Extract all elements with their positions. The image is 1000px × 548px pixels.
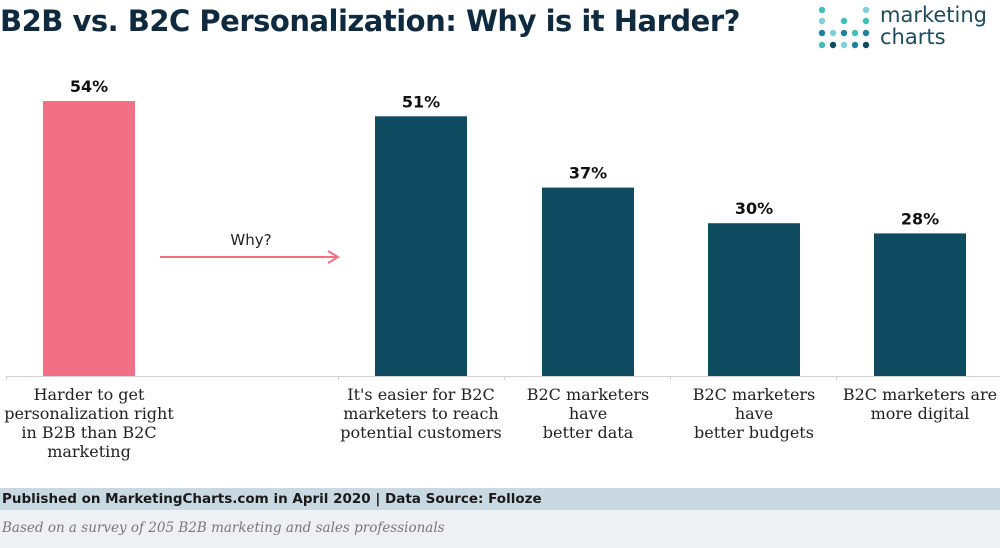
bar-4	[708, 223, 800, 376]
footer-note-area: Based on a survey of 205 B2B marketing a…	[0, 510, 1000, 548]
why-annotation: Why?	[230, 231, 271, 249]
bar-5	[874, 233, 966, 376]
category-label-line: Harder to get	[33, 385, 145, 404]
why-arrow-head-icon	[327, 250, 340, 264]
bar-3	[542, 187, 634, 376]
category-label-line: B2C marketers have	[526, 385, 650, 423]
category-label-1: Harder to get personalization right in B2B…	[4, 385, 174, 461]
bar-chart: 54% 51% 37% 30% 28% Why?	[6, 77, 1000, 380]
logo-text-line1: marketing	[880, 3, 987, 27]
category-label-5: B2C marketers are more digital	[838, 385, 1000, 423]
category-label-line: personalization right	[4, 404, 174, 423]
bar-1	[43, 101, 135, 376]
bar-value-label-4: 30%	[735, 199, 773, 218]
category-label-line: better data	[542, 423, 634, 442]
category-label-line: B2C marketers have	[692, 385, 816, 423]
category-label-line: B2C marketers are	[842, 385, 998, 404]
category-label-line: potential customers	[340, 423, 502, 442]
bar-value-label-2: 51%	[402, 92, 440, 111]
logo-text-line2: charts	[880, 25, 946, 49]
chart-title: B2B vs. B2C Personalization: Why is it H…	[0, 4, 740, 38]
category-label-line: marketing	[47, 442, 131, 461]
bar-value-label-3: 37%	[569, 164, 607, 183]
footer-published-text: Published on MarketingCharts.com in Apri…	[2, 491, 542, 507]
category-label-line: better budgets	[694, 423, 814, 442]
bar-value-label-5: 28%	[901, 209, 939, 228]
marketingcharts-logo: marketing charts	[818, 4, 1000, 54]
bar-2	[375, 116, 467, 377]
footer-survey-note: Based on a survey of 205 B2B marketing a…	[2, 520, 445, 536]
category-label-line: It's easier for B2C	[347, 385, 495, 404]
footer-bar: Published on MarketingCharts.com in Apri…	[0, 488, 1000, 510]
category-label-3: B2C marketers have better data	[506, 385, 671, 442]
category-label-line: more digital	[870, 404, 970, 423]
logo-dots-icon	[818, 6, 870, 49]
bar-value-label-1: 54%	[70, 77, 108, 96]
category-label-line: marketers to reach	[343, 404, 499, 423]
category-label-4: B2C marketers have better budgets	[672, 385, 837, 442]
category-label-2: It's easier for B2C marketers to reach pot…	[339, 385, 504, 442]
logo-wordmark: marketing charts	[880, 4, 987, 48]
category-label-line: in B2B than B2C	[21, 423, 157, 442]
